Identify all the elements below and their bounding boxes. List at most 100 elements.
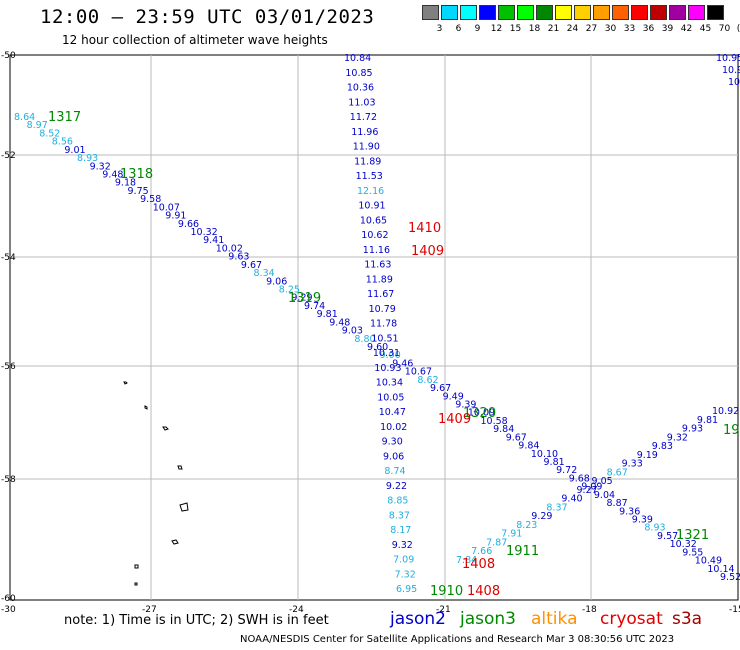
wave-height-value: 7.87 bbox=[486, 538, 507, 549]
wave-height-value: 10.32 bbox=[191, 227, 218, 238]
wave-height-value: 9.84 bbox=[493, 424, 514, 435]
wave-height-value: 9.83 bbox=[652, 441, 673, 452]
wave-height-value: 8.93 bbox=[644, 523, 665, 534]
island bbox=[171, 539, 179, 545]
wave-height-value: 6.95 bbox=[396, 584, 417, 595]
x-tick-label: -27 bbox=[142, 605, 157, 615]
wave-height-value: 9.00 bbox=[380, 350, 401, 361]
wave-height-value: 8.37 bbox=[389, 510, 410, 521]
wave-height-value: 10.47 bbox=[379, 407, 406, 418]
wave-height-value: 9.63 bbox=[228, 252, 249, 263]
scale-swatch bbox=[707, 5, 724, 20]
wave-height-value: 11.89 bbox=[354, 156, 381, 167]
wave-height-value: 10.65 bbox=[360, 215, 387, 226]
island-outlines bbox=[123, 381, 189, 586]
wave-height-value: 11.53 bbox=[356, 171, 383, 182]
y-tick-label: -56 bbox=[1, 362, 16, 372]
wave-height-value: 10.9 bbox=[722, 65, 740, 76]
scale-label: 33 bbox=[623, 24, 636, 34]
scale-swatch bbox=[536, 5, 553, 20]
scale-label: (ft) bbox=[736, 24, 740, 34]
pass-time-label: 1408 bbox=[467, 584, 500, 599]
scale-label: 6 bbox=[455, 24, 462, 34]
wave-height-value: 10.79 bbox=[369, 304, 396, 315]
pass-time-label: 1318 bbox=[120, 167, 153, 182]
wave-height-value: 10.91 bbox=[358, 201, 385, 212]
wave-height-value: 9.84 bbox=[518, 441, 539, 452]
map-grid bbox=[10, 55, 738, 600]
scale-swatch bbox=[593, 5, 610, 20]
wave-height-value: 10.36 bbox=[347, 83, 374, 94]
wave-height-value: 9.29 bbox=[291, 293, 312, 304]
wave-height-value: 10.05 bbox=[377, 392, 404, 403]
legend-item-cryosat: cryosat bbox=[600, 609, 663, 629]
wave-height-value: 10.93 bbox=[374, 363, 401, 374]
island bbox=[177, 465, 183, 470]
scale-swatch bbox=[441, 5, 458, 20]
scale-swatch bbox=[612, 5, 629, 20]
x-tick-label: -30 bbox=[1, 605, 16, 615]
axis-ticks: -30 -27 -24 -21 -18 -15 -50 -52 -54 -56 -58 -60 bbox=[1, 51, 740, 615]
wave-height-value: 9.67 bbox=[430, 383, 451, 394]
wave-height-value: 8.37 bbox=[546, 502, 567, 513]
island bbox=[179, 502, 189, 512]
scale-swatch bbox=[631, 5, 648, 20]
x-tick-label: -18 bbox=[582, 605, 597, 615]
wave-height-value: 9.68 bbox=[569, 473, 590, 484]
wave-height-value: 9.33 bbox=[622, 459, 643, 470]
wave-height-value: 9.32 bbox=[392, 540, 413, 551]
wave-height-value: 10.62 bbox=[361, 230, 388, 241]
legend-item-jason3: jason3 bbox=[460, 609, 516, 629]
scale-swatch bbox=[650, 5, 667, 20]
wave-height-value: 8.56 bbox=[52, 137, 73, 148]
wave-height-value: 9.19 bbox=[637, 450, 658, 461]
island bbox=[123, 381, 128, 385]
wave-height-value: 7.84 bbox=[456, 555, 477, 566]
scale-label: 9 bbox=[474, 24, 481, 34]
pass-time-label: 1408 bbox=[462, 557, 495, 572]
wave-height-value: 9.40 bbox=[561, 494, 582, 505]
wave-height-value: 9.57 bbox=[657, 531, 678, 542]
wave-height-value: 8.97 bbox=[27, 120, 48, 131]
footnote: note: 1) Time is in UTC; 2) SWH is in fe… bbox=[64, 613, 329, 628]
wave-height-value: 9.03 bbox=[342, 326, 363, 337]
x-tick-label: -15 bbox=[729, 605, 740, 615]
wave-height-value: 9.58 bbox=[140, 194, 161, 205]
wave-height-value: 8.67 bbox=[607, 467, 628, 478]
wave-height-value: 9.49 bbox=[443, 391, 464, 402]
scale-swatch bbox=[517, 5, 534, 20]
scale-label: 24 bbox=[566, 24, 579, 34]
wave-height-value: 9.04 bbox=[594, 490, 615, 501]
wave-height-value: 10.14 bbox=[707, 564, 734, 575]
credit-line: NOAA/NESDIS Center for Satellite Applica… bbox=[240, 634, 675, 645]
wave-height-value: 8.64 bbox=[14, 112, 35, 123]
wave-height-value: 8.74 bbox=[384, 466, 405, 477]
x-tick-label: -24 bbox=[289, 605, 304, 615]
wave-height-values: 8.648.978.528.569.018.939.329.489.189.75… bbox=[14, 53, 740, 595]
map-subtitle: 12 hour collection of altimeter wave hei… bbox=[62, 33, 328, 47]
wave-height-value: 9.67 bbox=[506, 432, 527, 443]
wave-height-value: 9.05 bbox=[592, 476, 613, 487]
scale-label: 42 bbox=[680, 24, 693, 34]
wave-height-value: 9.66 bbox=[178, 219, 199, 230]
wave-height-value: 11.90 bbox=[353, 142, 380, 153]
wave-height-value: 9.52 bbox=[720, 572, 740, 583]
wave-height-value: 11.89 bbox=[366, 274, 393, 285]
wave-height-value: 9.09 bbox=[581, 482, 602, 493]
wave-height-value: 9.39 bbox=[632, 515, 653, 526]
wave-height-value: 9.91 bbox=[165, 211, 186, 222]
wave-height-value: 11.16 bbox=[363, 245, 390, 256]
wave-height-value: 10.09 bbox=[468, 408, 495, 419]
wave-height-value: 9.75 bbox=[128, 186, 149, 197]
scale-label: 27 bbox=[585, 24, 598, 34]
island bbox=[134, 564, 139, 569]
island bbox=[144, 405, 148, 410]
wave-height-value: 10.84 bbox=[344, 53, 371, 64]
y-tick-label: -58 bbox=[1, 475, 16, 485]
wave-height-value: 10.85 bbox=[345, 68, 372, 79]
scale-swatch bbox=[422, 5, 439, 20]
y-tick-label: -50 bbox=[1, 51, 16, 61]
wave-height-value: 8.87 bbox=[607, 498, 628, 509]
wave-height-value: 9.72 bbox=[556, 465, 577, 476]
